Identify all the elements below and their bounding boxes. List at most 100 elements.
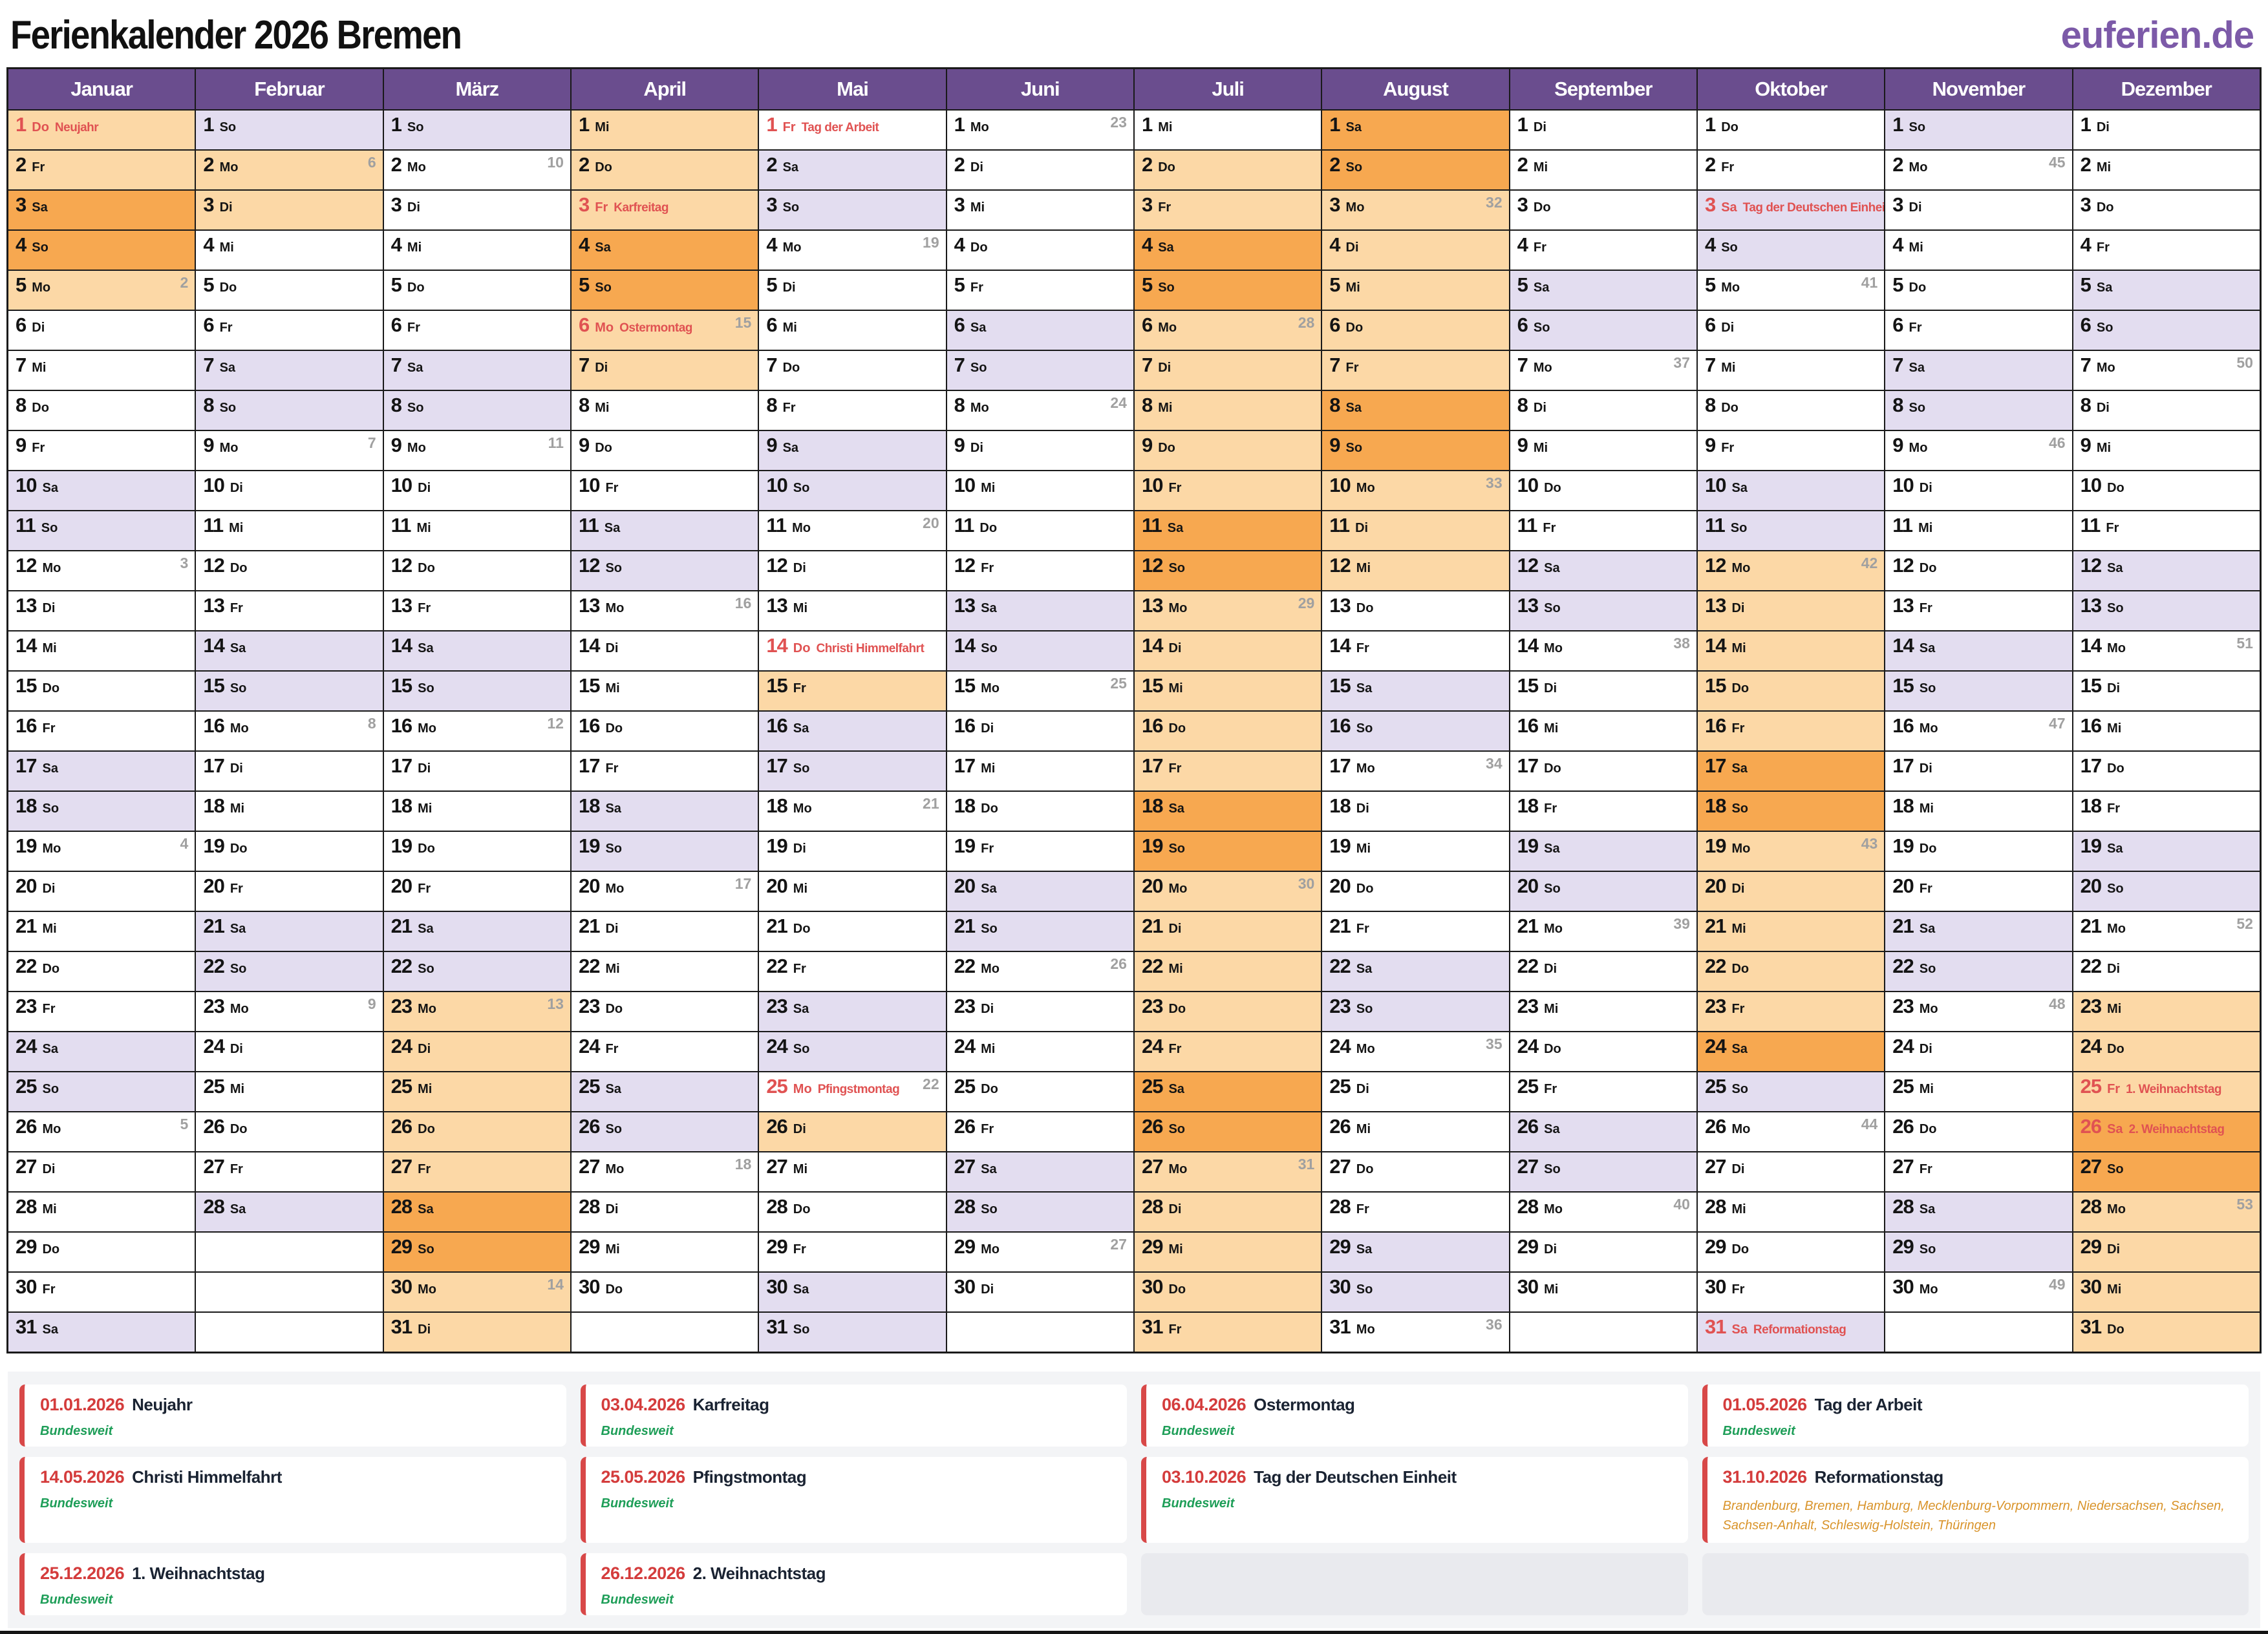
day-number: 28 — [1141, 1195, 1163, 1218]
legend-item-line: 06.04.2026 Ostermontag — [1162, 1395, 1673, 1415]
day-cell: 21 Mi — [8, 911, 195, 951]
day-cell: 18 Fr — [1510, 790, 1696, 831]
day-cell: 16 So — [1322, 710, 1509, 750]
weekday-abbr: Di — [418, 481, 431, 495]
weekday-abbr: Do — [782, 361, 800, 375]
weekday-abbr: Fr — [1533, 240, 1546, 255]
day-number: 17 — [954, 754, 976, 777]
legend-holiday-scope: Bundesweit — [601, 1593, 674, 1607]
day-number: 30 — [16, 1275, 37, 1298]
day-cell: 11 Fr — [1510, 510, 1696, 550]
weekday-abbr: Sa — [2107, 1122, 2123, 1136]
day-cell: 3 Sa Tag der Deutschen Einheit — [1697, 189, 1885, 229]
weekday-abbr: So — [1721, 240, 1738, 255]
day-number: 21 — [1704, 915, 1726, 937]
weekday-abbr: Fr — [2107, 1082, 2121, 1096]
day-cell: 4 Sa — [1134, 229, 1321, 270]
day-cell: 18 Sa — [1134, 790, 1321, 831]
day-number: 3 — [1329, 193, 1340, 216]
month-header-label: September — [1510, 69, 1696, 109]
weekday-abbr: Di — [2096, 120, 2110, 134]
day-number: 6 — [16, 313, 27, 336]
weekday-abbr: Mo — [1731, 1122, 1751, 1136]
month-column-juni: Juni 1 Mo 23 2 Di 3 Mi 4 Do 5 Fr 6 Sa 7 So 8 Mo 24 9 Di 10 Mi 1… — [945, 69, 1133, 1352]
weekday-abbr: So — [1356, 1282, 1373, 1297]
day-cell: 14 Mo 38 — [1510, 630, 1696, 670]
day-cell: 7 Do — [759, 350, 946, 390]
day-number: 9 — [1329, 434, 1340, 456]
day-cell: 30 Mi — [1510, 1271, 1696, 1311]
weekday-abbr: Do — [1544, 761, 1561, 776]
day-cell: 24 So — [759, 1031, 946, 1071]
day-cell: 17 Di — [196, 750, 383, 790]
day-cell: 25 Do — [947, 1071, 1133, 1111]
legend-holiday-scope: Bundesweit — [40, 1496, 113, 1511]
day-cell: 24 Sa — [1697, 1031, 1885, 1071]
weekday-abbr: Di — [230, 481, 243, 495]
day-number: 8 — [1517, 394, 1528, 416]
weekday-abbr: Fr — [32, 441, 45, 455]
weekday-abbr: Mo — [1909, 160, 1928, 175]
weekday-abbr: Sa — [1533, 281, 1550, 295]
day-number: 18 — [954, 794, 976, 817]
weekday-abbr: Fr — [1544, 801, 1557, 816]
day-number: 20 — [1329, 875, 1351, 897]
day-cell: 26 Do — [196, 1111, 383, 1151]
day-cell: 13 Di — [8, 590, 195, 630]
day-cell: 12 Sa — [2073, 550, 2260, 590]
weekday-abbr: Di — [1345, 240, 1359, 255]
day-number: 10 — [1704, 474, 1726, 496]
day-number: 2 — [390, 153, 402, 176]
weekday-abbr: Mi — [1919, 1082, 1934, 1096]
day-cell: 29 Mi — [571, 1231, 758, 1271]
day-number: 8 — [766, 394, 777, 416]
day-number: 27 — [766, 1155, 787, 1178]
day-number: 26 — [390, 1115, 412, 1138]
day-number: 20 — [1892, 875, 1914, 897]
day-cell: 4 Fr — [2073, 229, 2260, 270]
day-number: 22 — [16, 955, 37, 977]
weekday-abbr: Fr — [42, 1002, 56, 1016]
day-number: 18 — [16, 794, 37, 817]
weekday-abbr: Do — [42, 962, 60, 976]
day-cell: 8 Sa — [1322, 390, 1509, 430]
weekday-abbr: Mi — [1158, 401, 1173, 415]
day-cell: 1 So — [196, 109, 383, 149]
day-cell: 30 Fr — [8, 1271, 195, 1311]
day-number: 16 — [578, 714, 600, 737]
day-number: 21 — [16, 915, 37, 937]
weekday-abbr: Mo — [219, 160, 239, 175]
day-number: 17 — [203, 754, 224, 777]
day-number: 20 — [2080, 875, 2102, 897]
weekday-abbr: Mo — [1356, 761, 1375, 776]
day-number: 2 — [16, 153, 27, 176]
legend-holiday-scope: Bundesweit — [40, 1593, 113, 1607]
day-cell: 30 Mo 49 — [1885, 1271, 2072, 1311]
weekday-abbr: Di — [605, 1202, 619, 1216]
weekday-abbr: Fr — [1345, 361, 1359, 375]
weekday-abbr: Sa — [1544, 1122, 1560, 1136]
weekday-abbr: Mo — [1919, 1002, 1938, 1016]
day-cell: 7 Sa — [1885, 350, 2072, 390]
day-cell: 29 Do — [8, 1231, 195, 1271]
day-cell: 13 Sa — [947, 590, 1133, 630]
weekday-abbr: Mo — [418, 721, 437, 736]
day-number: 25 — [766, 1075, 787, 1098]
day-cell: 18 Mo 21 — [759, 790, 946, 831]
weekday-abbr: So — [981, 922, 998, 936]
day-cell: 18 Sa — [571, 790, 758, 831]
logo-euferien[interactable]: euferien.de — [2060, 14, 2254, 56]
day-cell: 21 Mo 39 — [1510, 911, 1696, 951]
day-number: 3 — [578, 193, 590, 216]
day-number: 23 — [16, 995, 37, 1017]
day-number: 1 — [2080, 113, 2091, 136]
day-number: 12 — [203, 554, 224, 577]
day-number: 12 — [766, 554, 787, 577]
weekday-abbr: So — [1158, 281, 1175, 295]
day-number: 10 — [1517, 474, 1539, 496]
day-cell: 13 Di — [1697, 590, 1885, 630]
day-number: 9 — [766, 434, 777, 456]
day-cell: 2 Fr — [8, 149, 195, 189]
weekday-abbr: So — [1533, 321, 1550, 335]
day-cell: 6 Fr — [1885, 310, 2072, 350]
